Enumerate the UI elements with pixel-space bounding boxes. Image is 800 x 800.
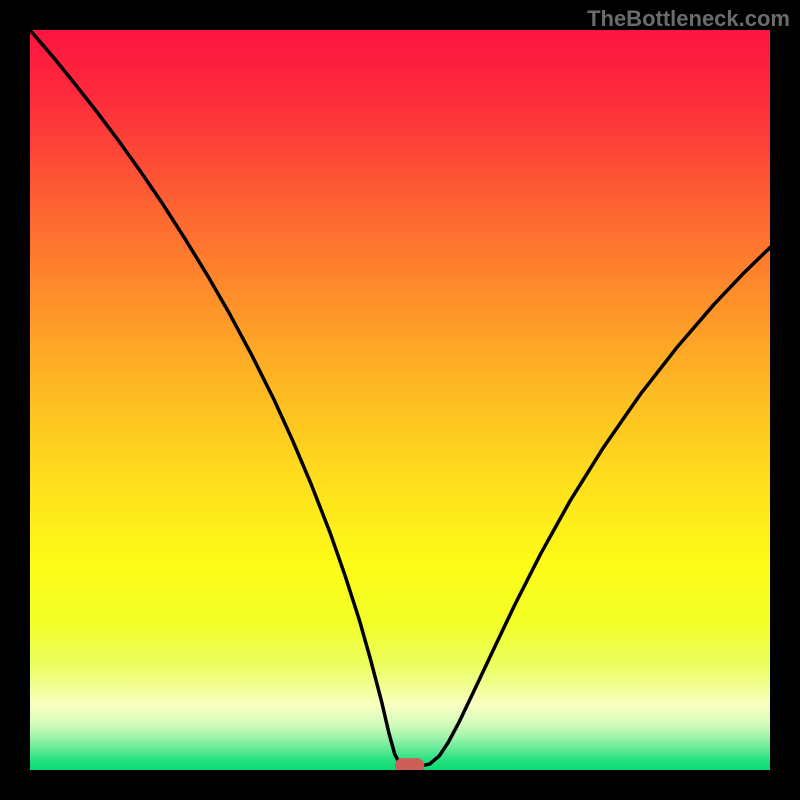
chart-plot-area [30, 30, 770, 770]
chart-container: TheBottleneck.com [0, 0, 800, 800]
chart-background [30, 30, 770, 770]
watermark-text: TheBottleneck.com [587, 6, 790, 32]
optimal-point-marker [395, 758, 425, 770]
